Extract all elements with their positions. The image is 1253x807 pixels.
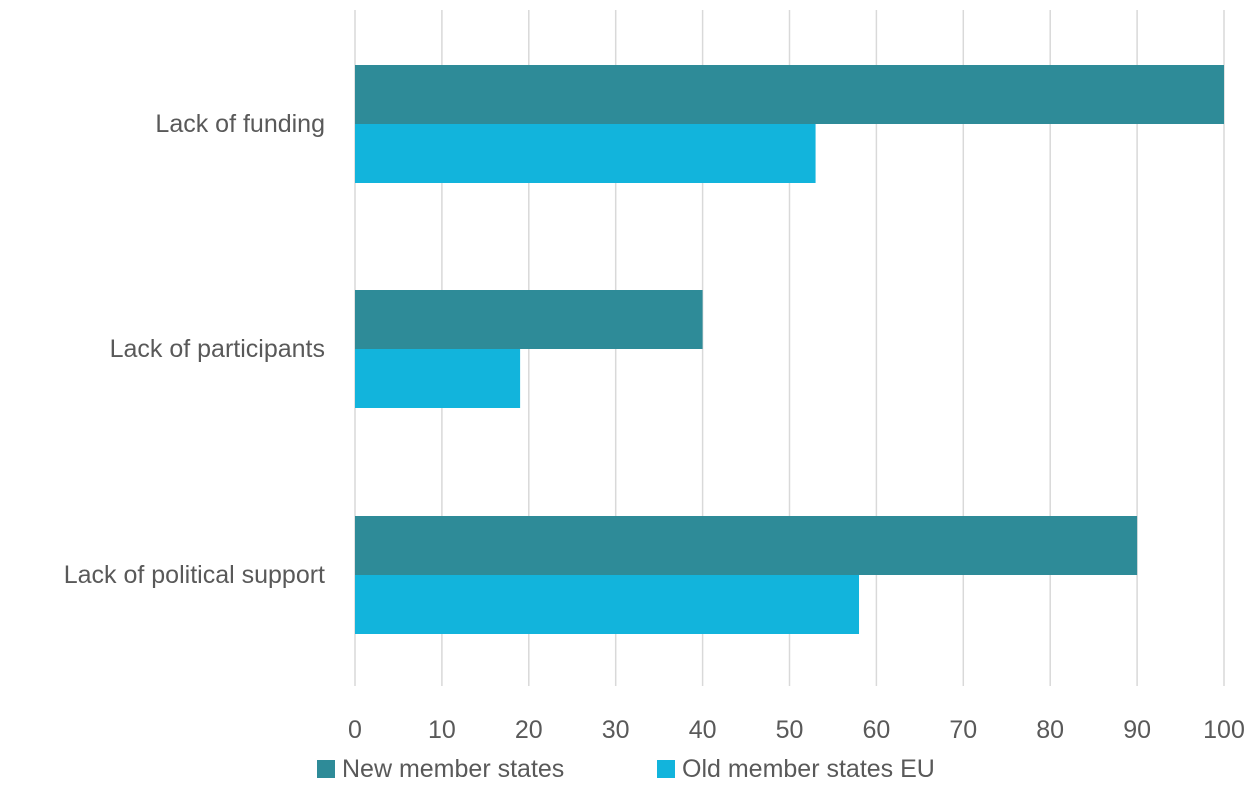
x-tick-label: 10: [428, 716, 456, 744]
bar-0-1: [355, 124, 816, 183]
x-tick-label: 80: [1036, 716, 1064, 744]
bar-1-1: [355, 349, 521, 408]
x-tick-label: 100: [1203, 716, 1245, 744]
x-tick-label: 0: [348, 716, 362, 744]
category-label: Lack of funding: [155, 110, 325, 138]
x-tick-label: 70: [949, 716, 977, 744]
bar-2-1: [355, 575, 860, 634]
bar-2-0: [355, 516, 1138, 575]
legend-swatch: [317, 760, 335, 778]
bar-0-0: [355, 65, 1224, 124]
x-tick-label: 40: [689, 716, 717, 744]
category-label: Lack of participants: [110, 335, 325, 363]
x-tick-label: 90: [1123, 716, 1151, 744]
x-tick-label: 30: [602, 716, 630, 744]
x-axis-tick-labels: 0 10 20 30 40 50 60 70 80 90 100: [348, 716, 1245, 744]
x-tick-label: 60: [862, 716, 890, 744]
x-tick-label: 20: [515, 716, 543, 744]
category-labels: Lack of funding Lack of participants Lack …: [64, 110, 325, 589]
legend-label: Old member states EU: [682, 755, 935, 783]
bar-1-0: [355, 290, 703, 349]
legend-label: New member states: [342, 755, 564, 783]
x-tick-label: 50: [776, 716, 804, 744]
legend-swatch: [657, 760, 675, 778]
bars: [355, 65, 1224, 634]
category-label: Lack of political support: [64, 561, 325, 589]
legend: New member states Old member states EU: [317, 755, 935, 783]
